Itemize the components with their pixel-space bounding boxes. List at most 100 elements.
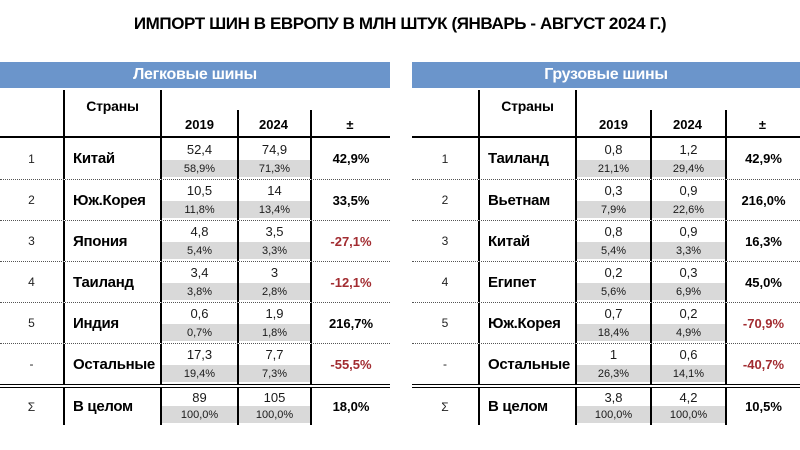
change-cell: -12,1% (310, 262, 390, 302)
table-row: 1 Таиланд 0,8 21,1% 1,2 29,4% 42,9% (412, 138, 800, 179)
value-2019-cell: 0,3 7,9% (575, 180, 650, 220)
change-cell: -40,7% (725, 344, 800, 384)
country-label: Остальные (73, 355, 155, 373)
share-2024: 3,3% (239, 242, 310, 259)
country-cell: Индия (63, 303, 160, 343)
value-2024-cell: 0,9 22,6% (650, 180, 725, 220)
page-title: ИМПОРТ ШИН В ЕВРОПУ В МЛН ШТУК (ЯНВАРЬ -… (133, 14, 667, 33)
country-label: Египет (488, 273, 537, 291)
column-header-2019: 2019 (575, 90, 650, 136)
country-label: Япония (73, 232, 128, 250)
rank-label: 5 (441, 316, 449, 330)
value-2019-cell: 0,7 18,4% (575, 303, 650, 343)
value-2024-cell: 3 2,8% (237, 262, 310, 302)
country-label: Вьетнам (488, 191, 550, 209)
share-2024: 100,0% (239, 406, 310, 423)
rank-label: 3 (28, 234, 35, 248)
table-body: 1 Китай 52,4 58,9% 74,9 71,3% 42,9% 2 Юж… (0, 138, 390, 425)
column-header-2024: 2024 (650, 90, 725, 136)
country-cell: Юж.Корея (63, 180, 160, 220)
share-2019: 19,4% (162, 365, 237, 382)
value-2019: 1 (609, 347, 618, 362)
value-2024: 4,2 (679, 389, 698, 405)
rank-label: 1 (441, 151, 449, 166)
table-row: 2 Юж.Корея 10,5 11,8% 14 13,4% 33,5% (0, 179, 390, 220)
value-2019: 0,2 (604, 265, 623, 280)
country-label: Китай (488, 232, 530, 250)
rank-cell: 5 (0, 303, 63, 343)
rank-cell: 3 (0, 221, 63, 261)
rank-cell: - (0, 344, 63, 384)
tables-container: Легковые шины Страны 2019 2024 ± 1 Китай… (0, 62, 800, 425)
value-2019-cell: 3,4 3,8% (160, 262, 237, 302)
value-2024: 3,5 (265, 224, 284, 239)
table-row: 5 Индия 0,6 0,7% 1,9 1,8% 216,7% (0, 302, 390, 343)
rank-cell: 1 (0, 138, 63, 179)
value-2024: 1,9 (265, 306, 284, 321)
value-2019: 0,3 (604, 183, 623, 198)
table-row: 2 Вьетнам 0,3 7,9% 0,9 22,6% 216,0% (412, 179, 800, 220)
country-cell: Китай (63, 138, 160, 179)
table-row: Σ В целом 3,8 100,0% 4,2 100,0% 10,5% (412, 384, 800, 425)
value-2024: 14 (267, 183, 282, 198)
value-2024: 0,9 (679, 183, 698, 198)
country-cell: В целом (478, 388, 575, 425)
share-2019: 11,8% (162, 201, 237, 218)
country-label: Таиланд (488, 150, 549, 167)
share-2019: 26,3% (577, 365, 650, 382)
rank-cell: Σ (412, 388, 478, 425)
change-cell: 42,9% (310, 138, 390, 179)
rank-cell: 4 (0, 262, 63, 302)
value-2019: 52,4 (186, 141, 213, 157)
change-cell: -55,5% (310, 344, 390, 384)
value-2019: 4,8 (190, 224, 209, 239)
share-2019: 18,4% (577, 324, 650, 341)
value-2024-cell: 0,9 3,3% (650, 221, 725, 261)
column-header-country: Страны (63, 90, 160, 136)
country-cell: Япония (63, 221, 160, 261)
country-cell: Вьетнам (478, 180, 575, 220)
rank-cell: 1 (412, 138, 478, 179)
table-header-row: Страны 2019 2024 ± (412, 90, 800, 138)
rank-cell: 3 (412, 221, 478, 261)
share-2019: 3,8% (162, 283, 237, 300)
rank-cell: - (412, 344, 478, 384)
value-2019: 17,3 (186, 347, 213, 362)
change-cell: 42,9% (725, 138, 800, 179)
share-2024: 100,0% (652, 406, 725, 423)
table-row: 3 Япония 4,8 5,4% 3,5 3,3% -27,1% (0, 220, 390, 261)
value-2019-cell: 17,3 19,4% (160, 344, 237, 384)
value-2019-cell: 52,4 58,9% (160, 138, 237, 179)
value-2019-cell: 0,8 21,1% (575, 138, 650, 179)
share-2019: 5,4% (162, 242, 237, 259)
value-2024-cell: 0,6 14,1% (650, 344, 725, 384)
share-2024: 14,1% (652, 365, 725, 382)
value-2024: 7,7 (265, 347, 284, 362)
change-cell: 10,5% (725, 388, 800, 425)
table-row: Σ В целом 89 100,0% 105 100,0% 18,0% (0, 384, 390, 425)
value-2024-cell: 14 13,4% (237, 180, 310, 220)
value-2019-cell: 89 100,0% (160, 388, 237, 425)
rank-label: Σ (27, 399, 36, 414)
value-2019-cell: 0,2 5,6% (575, 262, 650, 302)
value-2019-cell: 0,6 0,7% (160, 303, 237, 343)
change-cell: 216,7% (310, 303, 390, 343)
rank-cell: 2 (0, 180, 63, 220)
table-row: - Остальные 1 26,3% 0,6 14,1% -40,7% (412, 343, 800, 384)
column-header-country: Страны (478, 90, 575, 136)
share-2024: 7,3% (239, 365, 310, 382)
value-2019: 3,4 (190, 265, 209, 280)
country-cell: Остальные (63, 344, 160, 384)
table-row: 3 Китай 0,8 5,4% 0,9 3,3% 16,3% (412, 220, 800, 261)
country-label: Китай (73, 150, 115, 167)
share-2019: 21,1% (577, 160, 650, 177)
rank-label: 2 (28, 193, 35, 207)
table-row: 5 Юж.Корея 0,7 18,4% 0,2 4,9% -70,9% (412, 302, 800, 343)
share-2024: 29,4% (652, 160, 725, 177)
rank-cell: Σ (0, 388, 63, 425)
table-row: - Остальные 17,3 19,4% 7,7 7,3% -55,5% (0, 343, 390, 384)
share-2024: 71,3% (239, 160, 310, 177)
column-header-2019: 2019 (160, 90, 237, 136)
table-row: 1 Китай 52,4 58,9% 74,9 71,3% 42,9% (0, 138, 390, 179)
share-2019: 0,7% (162, 324, 237, 341)
